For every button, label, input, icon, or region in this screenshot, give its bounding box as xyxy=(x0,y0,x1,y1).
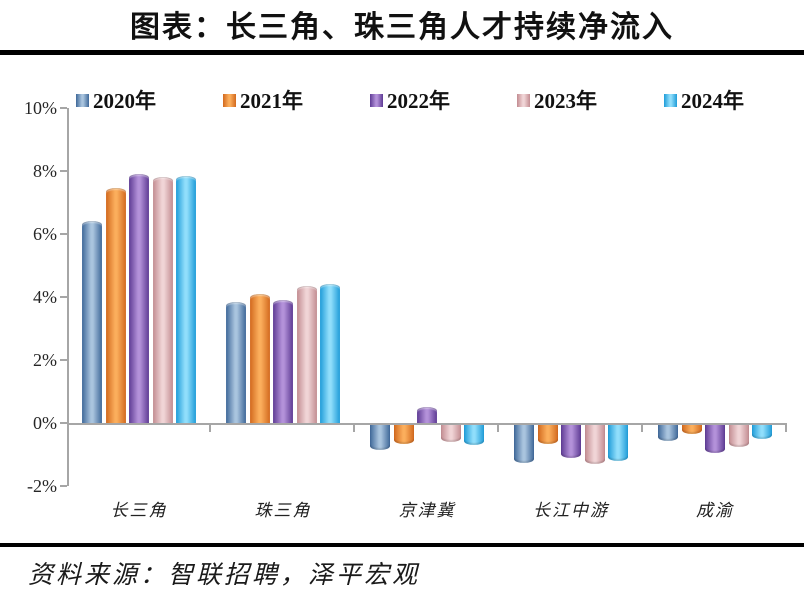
x-axis-tick xyxy=(209,425,211,432)
legend-label: 2022年 xyxy=(387,89,450,113)
bar-成渝-2021年 xyxy=(681,425,702,435)
bar-长江中游-2020年 xyxy=(514,425,534,463)
legend-swatch-icon xyxy=(664,93,677,107)
bar-成渝-2022年 xyxy=(705,425,725,454)
source-note: 资料来源：智联招聘，泽平宏观 xyxy=(28,562,421,589)
legend-item-2021年: 2021年 xyxy=(223,85,303,115)
y-axis-tick xyxy=(60,485,67,487)
legend-swatch-icon xyxy=(370,93,383,107)
y-axis-tick-label: -2% xyxy=(27,476,57,496)
x-axis-category-label: 珠三角 xyxy=(254,501,312,520)
x-axis-category-label: 成渝 xyxy=(696,501,734,520)
y-axis-tick xyxy=(60,296,67,298)
y-axis-tick xyxy=(60,359,67,361)
bar-珠三角-2020年 xyxy=(226,301,246,423)
legend-swatch-icon xyxy=(76,93,89,107)
bar-长江中游-2022年 xyxy=(561,425,581,459)
y-axis-tick-label: 2% xyxy=(33,350,57,370)
legend-swatch-icon xyxy=(223,93,236,107)
y-axis-tick-label: 10% xyxy=(24,98,57,118)
x-axis-category-label: 长江中游 xyxy=(533,501,609,520)
bar-长三角-2022年 xyxy=(129,174,149,423)
legend-swatch-icon xyxy=(517,93,530,107)
bar-长三角-2021年 xyxy=(105,188,126,423)
x-axis-tick xyxy=(497,425,499,432)
x-axis-tick xyxy=(785,425,787,432)
title-divider-rule xyxy=(0,50,804,55)
legend-label: 2023年 xyxy=(534,89,597,113)
legend-item-2020年: 2020年 xyxy=(76,85,156,115)
bar-长江中游-2021年 xyxy=(537,425,558,444)
x-axis-zero-line xyxy=(67,423,787,425)
x-axis-tick xyxy=(353,425,355,432)
bar-珠三角-2022年 xyxy=(273,300,293,423)
y-axis-tick xyxy=(60,233,67,235)
bar-珠三角-2024年 xyxy=(320,284,340,423)
legend-label: 2020年 xyxy=(93,89,156,113)
y-axis-tick-label: 8% xyxy=(33,161,57,181)
bar-成渝-2020年 xyxy=(658,425,678,441)
bar-长三角-2023年 xyxy=(152,177,173,423)
y-axis-tick xyxy=(60,422,67,424)
bar-京津冀-2024年 xyxy=(464,425,484,446)
y-axis-line xyxy=(67,108,69,486)
bar-长江中游-2023年 xyxy=(584,425,605,465)
legend-item-2024年: 2024年 xyxy=(664,85,744,115)
y-axis-tick-label: 0% xyxy=(33,413,57,433)
y-axis-tick-label: 4% xyxy=(33,287,57,307)
chart-title: 图表：长三角、珠三角人才持续净流入 xyxy=(130,11,674,44)
bar-京津冀-2021年 xyxy=(393,425,414,444)
bar-珠三角-2021年 xyxy=(249,293,270,423)
x-axis-category-label: 长三角 xyxy=(110,501,168,520)
bar-长江中游-2024年 xyxy=(608,425,628,462)
bar-成渝-2024年 xyxy=(752,425,772,440)
legend-label: 2021年 xyxy=(240,89,303,113)
bar-成渝-2023年 xyxy=(728,425,749,448)
y-axis-tick xyxy=(60,107,67,109)
bar-京津冀-2023年 xyxy=(440,425,461,443)
y-axis-tick-label: 6% xyxy=(33,224,57,244)
legend-label: 2024年 xyxy=(681,89,744,113)
chart-legend: 2020年 2021年 2022年 2023年 2024年 xyxy=(76,85,744,115)
y-axis-tick xyxy=(60,170,67,172)
bar-长三角-2020年 xyxy=(82,221,102,423)
bar-京津冀-2020年 xyxy=(370,425,390,451)
bar-京津冀-2022年 xyxy=(417,407,437,423)
bar-长三角-2024年 xyxy=(176,175,196,423)
x-axis-category-label: 京津冀 xyxy=(398,501,456,520)
footer-divider-rule xyxy=(0,543,804,547)
legend-item-2022年: 2022年 xyxy=(370,85,450,115)
bar-珠三角-2023年 xyxy=(296,285,317,423)
legend-item-2023年: 2023年 xyxy=(517,85,597,115)
x-axis-tick xyxy=(641,425,643,432)
